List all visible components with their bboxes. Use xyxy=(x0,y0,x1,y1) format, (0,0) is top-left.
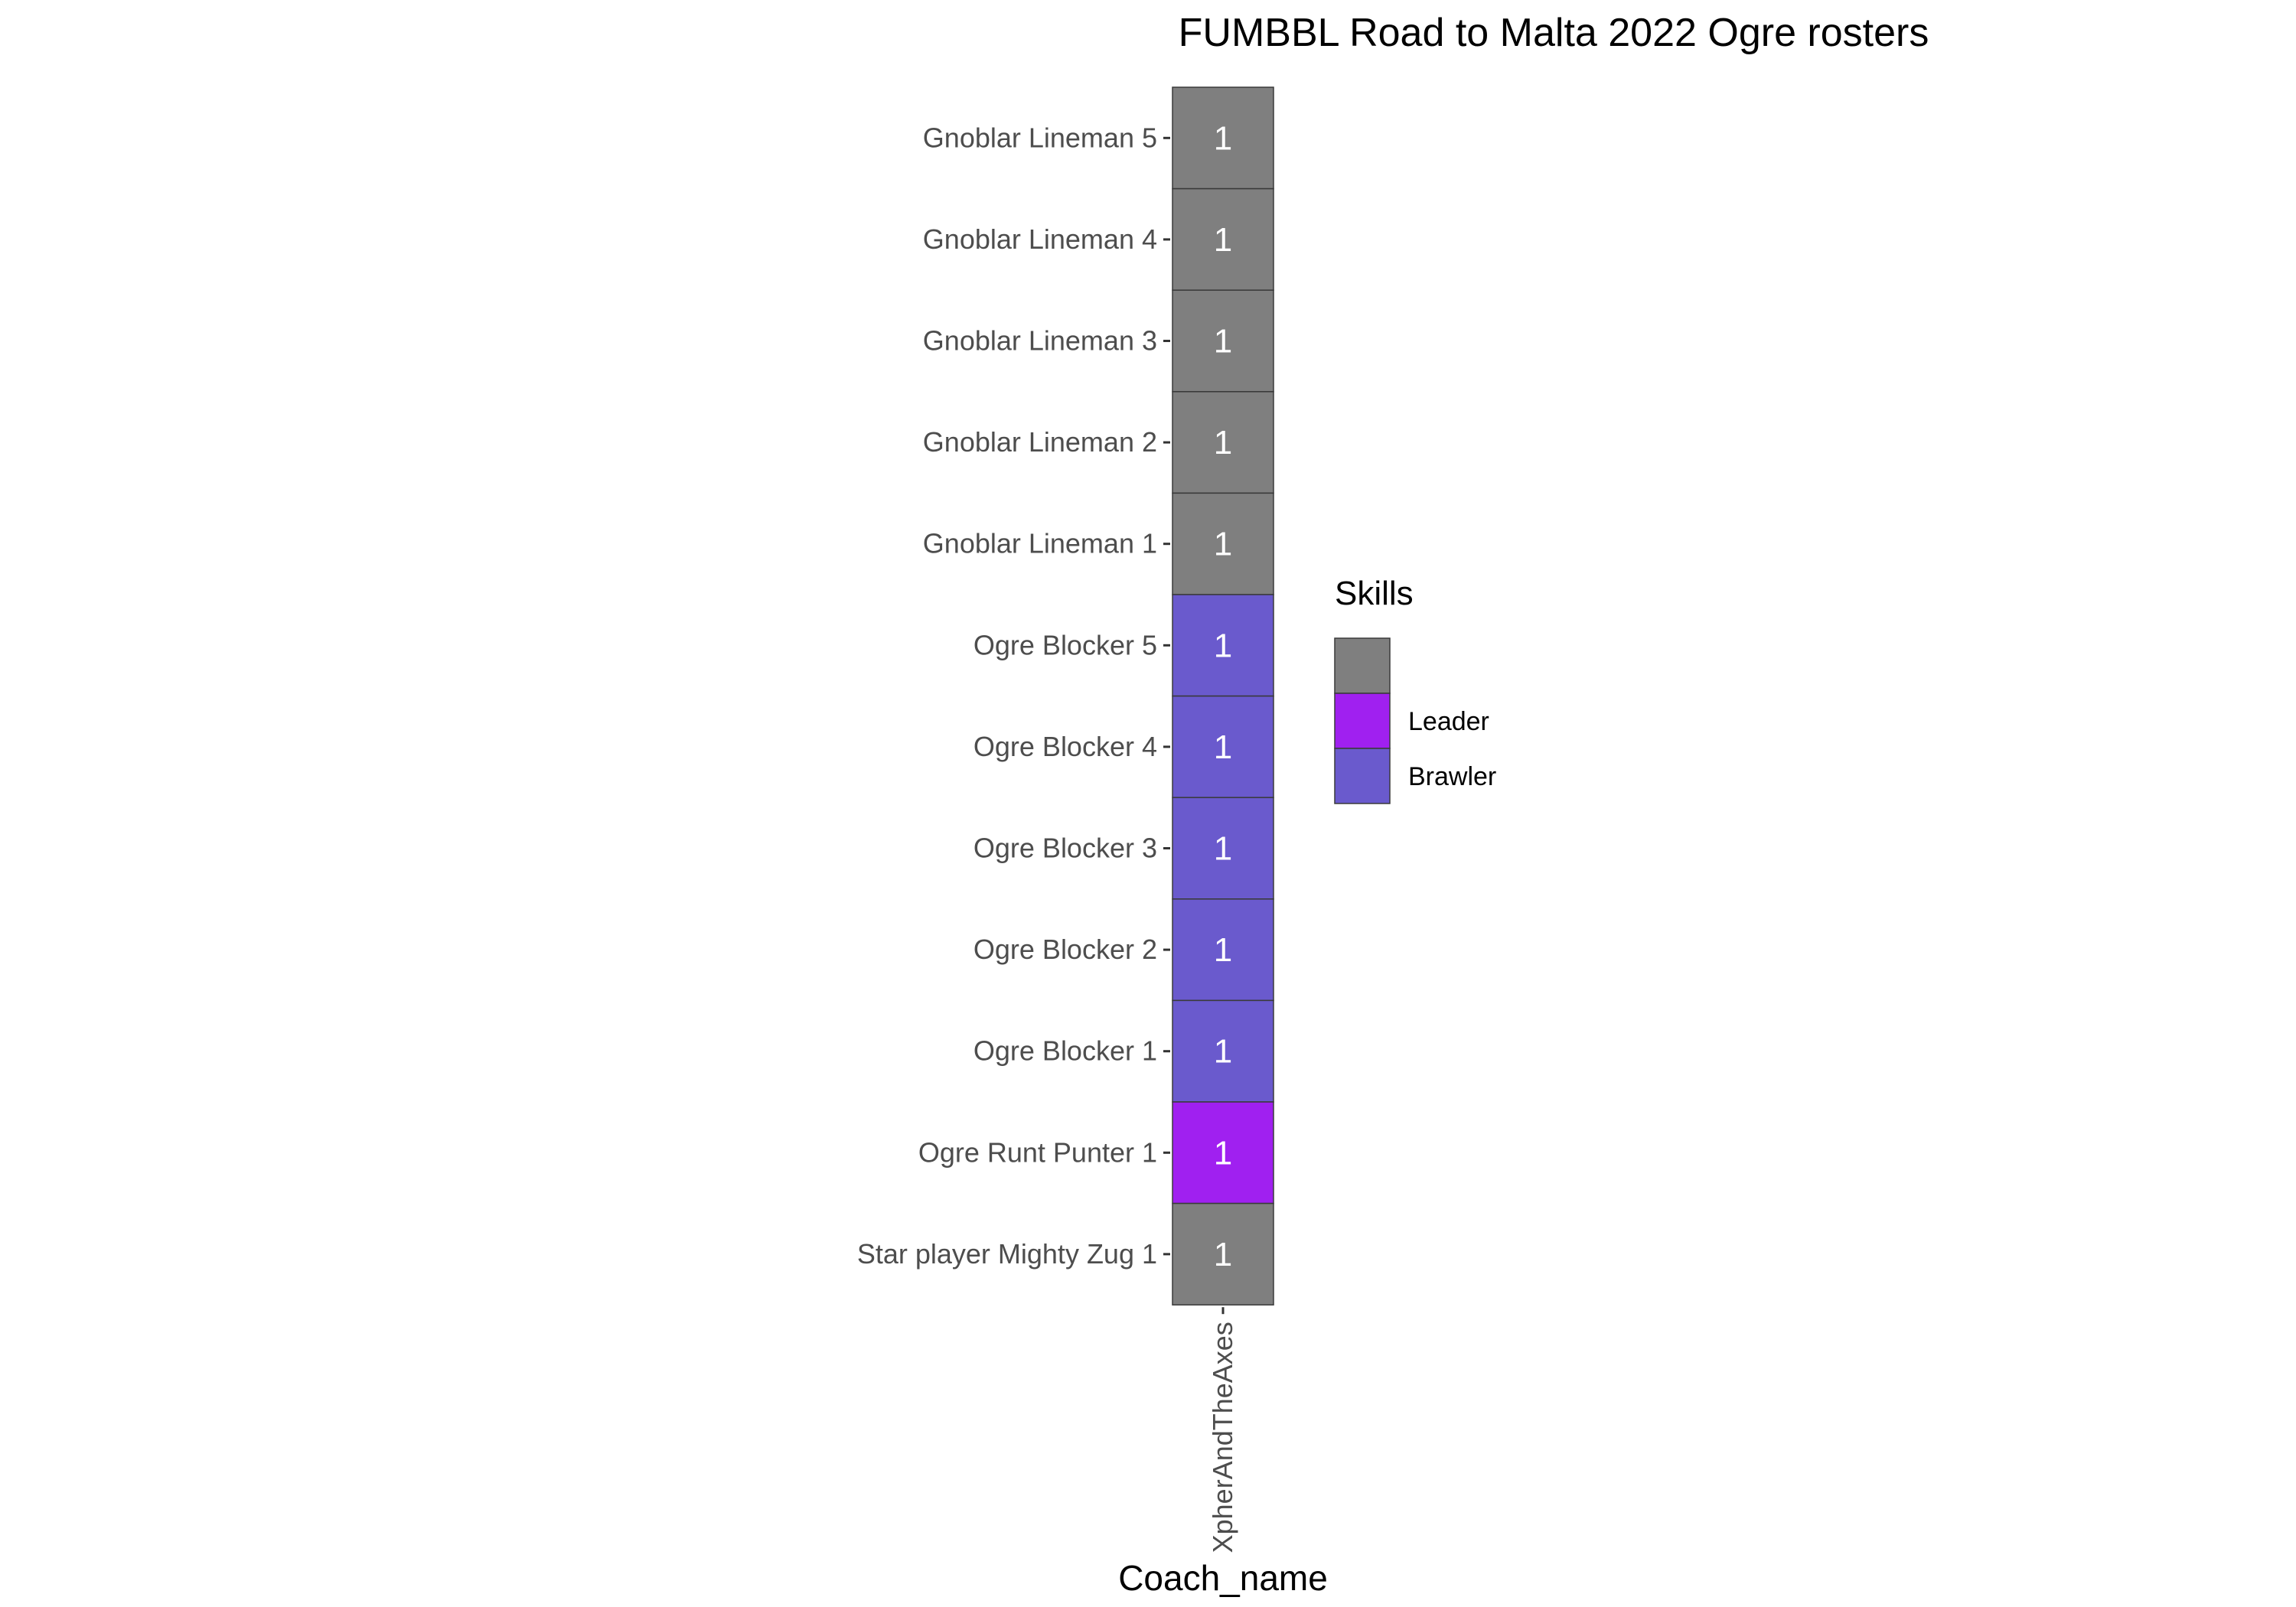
legend-key-none xyxy=(1334,637,1391,694)
cell-value-label-gnoblar-lineman-4: 1 xyxy=(1214,221,1232,259)
y-tick-label-gnoblar-lineman-1: Gnoblar Lineman 1 xyxy=(923,528,1157,559)
cell-value-label-gnoblar-lineman-1: 1 xyxy=(1214,526,1232,563)
cell-value-label-ogre-runt-punter-1: 1 xyxy=(1214,1134,1232,1172)
legend-key-leader xyxy=(1334,693,1391,749)
legend-key-brawler xyxy=(1334,748,1391,804)
chart-title: FUMBBL Road to Malta 2022 Ogre rosters xyxy=(1179,11,1929,55)
y-tick-label-gnoblar-lineman-3: Gnoblar Lineman 3 xyxy=(923,325,1157,357)
y-tick-label-ogre-blocker-3: Ogre Blocker 3 xyxy=(974,833,1157,864)
y-tick-label-gnoblar-lineman-2: Gnoblar Lineman 2 xyxy=(923,426,1157,458)
heatmap-cell-ogre-runt-punter-1 xyxy=(1172,1101,1274,1204)
y-tick-label-ogre-blocker-4: Ogre Blocker 4 xyxy=(974,731,1157,762)
heatmap-cell-gnoblar-lineman-2 xyxy=(1172,391,1274,494)
cell-value-label-gnoblar-lineman-2: 1 xyxy=(1214,424,1232,461)
heatmap-cell-gnoblar-lineman-5 xyxy=(1172,86,1274,190)
y-tick-label-gnoblar-lineman-4: Gnoblar Lineman 4 xyxy=(923,223,1157,255)
heatmap-cell-ogre-blocker-3 xyxy=(1172,797,1274,900)
x-tick-label-xpherandtheaxes: XpherAndTheAxes xyxy=(1207,1322,1238,1553)
heatmap-cell-ogre-blocker-5 xyxy=(1172,594,1274,697)
y-tick-label-ogre-blocker-1: Ogre Blocker 1 xyxy=(974,1035,1157,1067)
cell-value-label-ogre-blocker-3: 1 xyxy=(1214,830,1232,868)
y-tick-label-gnoblar-lineman-5: Gnoblar Lineman 5 xyxy=(923,122,1157,153)
cell-value-label-ogre-blocker-5: 1 xyxy=(1214,627,1232,664)
legend-title: Skills xyxy=(1335,575,1414,612)
y-tick-label-star-player-mighty-zug-1: Star player Mighty Zug 1 xyxy=(857,1238,1157,1270)
heatmap-cell-gnoblar-lineman-1 xyxy=(1172,492,1274,595)
legend: Skills Leader Brawler xyxy=(1334,575,1496,804)
cell-value-label-star-player-mighty-zug-1: 1 xyxy=(1214,1236,1232,1273)
heatmap-cell-gnoblar-lineman-3 xyxy=(1172,289,1274,393)
y-tick-label-ogre-blocker-2: Ogre Blocker 2 xyxy=(974,934,1157,965)
y-tick-label-ogre-blocker-5: Ogre Blocker 5 xyxy=(974,629,1157,660)
heatmap-cell-ogre-blocker-1 xyxy=(1172,999,1274,1103)
heatmap-cell-star-player-mighty-zug-1 xyxy=(1172,1202,1274,1305)
cell-value-label-gnoblar-lineman-5: 1 xyxy=(1214,119,1232,157)
cell-value-label-gnoblar-lineman-3: 1 xyxy=(1214,323,1232,360)
y-tick-label-ogre-runt-punter-1: Ogre Runt Punter 1 xyxy=(918,1136,1157,1168)
x-axis: XpherAndTheAxes xyxy=(1207,1307,1238,1553)
heatmap-cells: 1 1 1 1 1 1 1 1 1 1 1 1 xyxy=(1172,86,1274,1305)
legend-label-brawler: Brawler xyxy=(1408,762,1496,791)
cell-value-label-ogre-blocker-1: 1 xyxy=(1214,1033,1232,1071)
cell-value-label-ogre-blocker-2: 1 xyxy=(1214,931,1232,969)
legend-label-leader: Leader xyxy=(1408,707,1489,736)
x-axis-title: Coach_name xyxy=(1118,1558,1328,1598)
heatmap-cell-gnoblar-lineman-4 xyxy=(1172,187,1274,291)
y-axis: Gnoblar Lineman 5 Gnoblar Lineman 4 Gnobla… xyxy=(857,122,1170,1270)
cell-value-label-ogre-blocker-4: 1 xyxy=(1214,729,1232,766)
